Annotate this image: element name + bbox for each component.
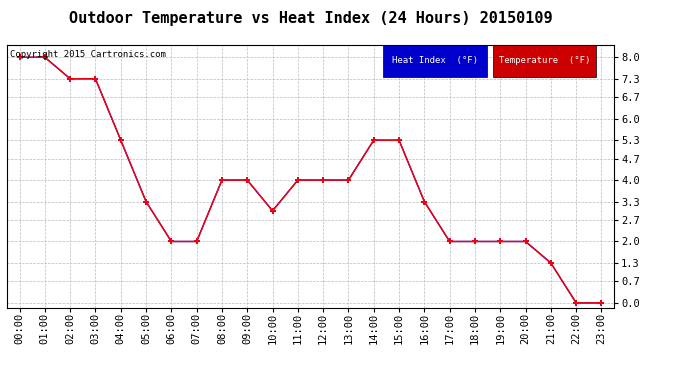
Text: Copyright 2015 Cartronics.com: Copyright 2015 Cartronics.com xyxy=(10,50,166,59)
FancyBboxPatch shape xyxy=(493,45,596,76)
FancyBboxPatch shape xyxy=(384,45,486,76)
Text: Heat Index  (°F): Heat Index (°F) xyxy=(392,56,478,65)
Text: Outdoor Temperature vs Heat Index (24 Hours) 20150109: Outdoor Temperature vs Heat Index (24 Ho… xyxy=(69,11,552,26)
Text: Temperature  (°F): Temperature (°F) xyxy=(499,56,590,65)
